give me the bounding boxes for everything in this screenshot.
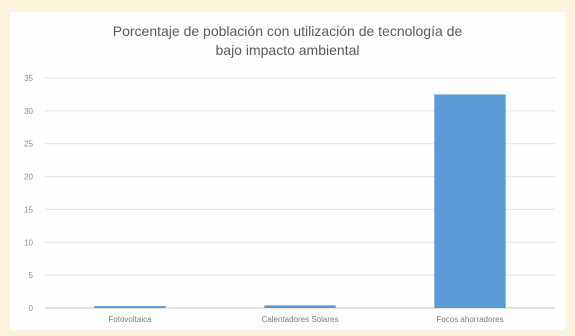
- chart-title: Porcentaje de población con utilización …: [70, 22, 505, 60]
- y-tick-label-0: 0: [29, 304, 34, 313]
- chart-title-line-2: bajo impacto ambiental: [215, 42, 360, 58]
- x-category-label-2: Calentadores Solares: [262, 315, 339, 324]
- y-tick-label-15: 15: [24, 205, 33, 214]
- x-category-label-1: Fotovoltaica: [108, 315, 152, 324]
- y-tick-label-20: 20: [24, 173, 33, 182]
- y-tick-label-25: 25: [24, 140, 33, 149]
- bar-1: [94, 306, 166, 308]
- x-category-label-3: Focos ahorradores: [436, 315, 503, 324]
- y-tick-label-10: 10: [24, 238, 33, 247]
- y-tick-label-30: 30: [24, 107, 33, 116]
- y-tick-label-35: 35: [24, 74, 33, 83]
- y-tick-label-5: 5: [29, 271, 34, 280]
- bar-3: [434, 94, 506, 308]
- bar-2: [264, 305, 336, 308]
- chart-title-line-1: Porcentaje de población con utilización …: [112, 23, 463, 39]
